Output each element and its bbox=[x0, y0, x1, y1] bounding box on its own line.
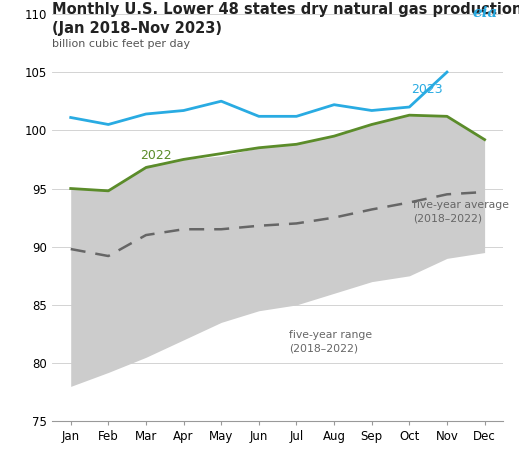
Text: billion cubic feet per day: billion cubic feet per day bbox=[52, 39, 190, 50]
Text: five-year range
(2018–2022): five-year range (2018–2022) bbox=[289, 330, 372, 353]
Text: five-year average
(2018–2022): five-year average (2018–2022) bbox=[413, 200, 509, 223]
Text: (Jan 2018–Nov 2023): (Jan 2018–Nov 2023) bbox=[52, 21, 222, 36]
Text: Monthly U.S. Lower 48 states dry natural gas production: Monthly U.S. Lower 48 states dry natural… bbox=[52, 2, 519, 17]
Text: 2022: 2022 bbox=[140, 150, 172, 163]
Text: 2023: 2023 bbox=[411, 83, 443, 96]
Text: eia: eia bbox=[473, 6, 498, 19]
